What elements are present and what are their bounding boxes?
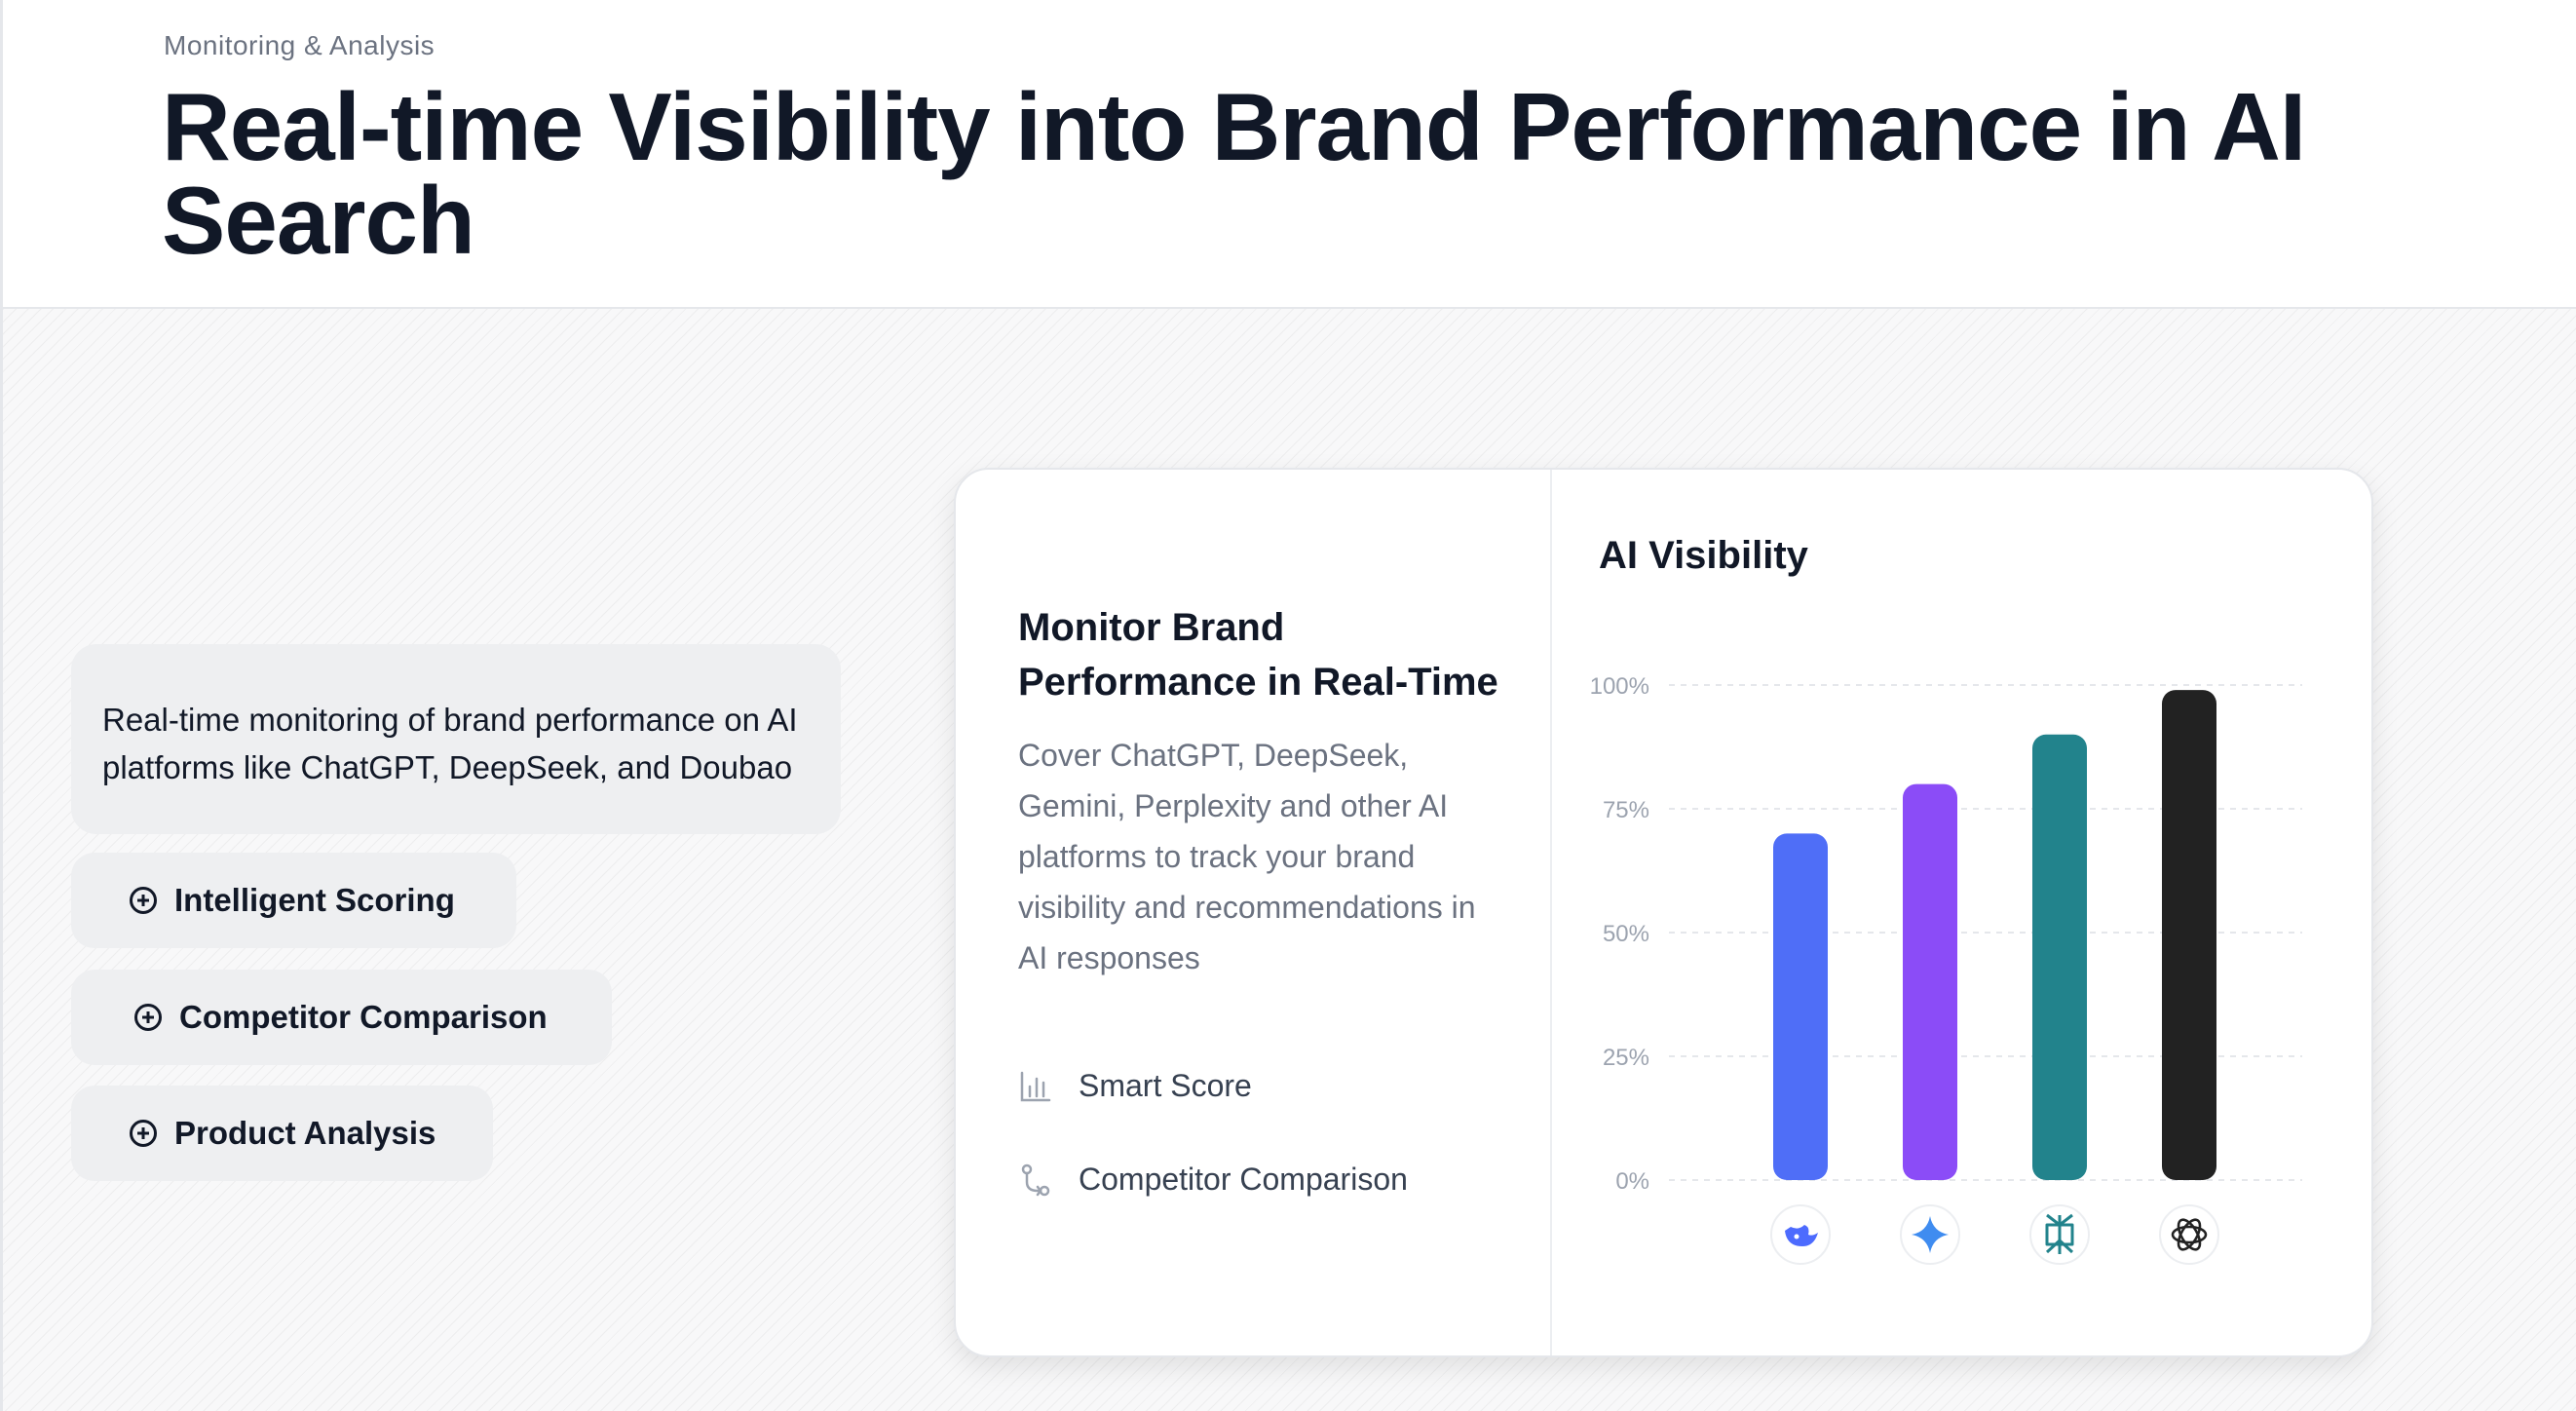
- card-item-label: Competitor Comparison: [1079, 1162, 1408, 1197]
- feature-pill-intelligent-scoring[interactable]: Intelligent Scoring: [71, 853, 516, 948]
- card-title: Monitor Brand Performance in Real-Time: [1018, 606, 1498, 704]
- card-item-label: Smart Score: [1079, 1068, 1252, 1103]
- y-tick-label: 0%: [1615, 1168, 1649, 1195]
- feature-pill-product-analysis[interactable]: Product Analysis: [71, 1086, 493, 1181]
- card-item-competitor-comparison: Competitor Comparison: [1018, 1162, 1408, 1198]
- y-tick-label: 25%: [1603, 1045, 1649, 1071]
- page-title: Real-time Visibility into Brand Performa…: [162, 73, 2306, 274]
- page-header: Monitoring & Analysis Real-time Visibili…: [0, 0, 2576, 309]
- chart-title: AI Visibility: [1599, 534, 1808, 577]
- bar-chart-icon: [1020, 1071, 1051, 1101]
- bar-gemini: [1903, 783, 1957, 1180]
- y-tick-label: 50%: [1603, 921, 1649, 947]
- compare-icon: [1021, 1163, 1050, 1196]
- plus-circle-icon: [130, 887, 157, 914]
- feature-description: Real-time monitoring of brand performanc…: [71, 644, 841, 834]
- bar-chatgpt: [2162, 690, 2216, 1180]
- card-divider: [1550, 470, 1552, 1355]
- feature-pill-label: Competitor Comparison: [179, 999, 548, 1035]
- perplexity-logo-icon: [2029, 1204, 2090, 1265]
- feature-pill-label: Product Analysis: [174, 1115, 436, 1151]
- bar-perplexity: [2032, 734, 2087, 1180]
- y-tick-label: 100%: [1590, 673, 1649, 700]
- card-body: Cover ChatGPT, DeepSeek, Gemini, Perplex…: [1018, 738, 1476, 975]
- plus-circle-icon: [130, 1120, 157, 1147]
- gemini-logo-icon: [1900, 1204, 1960, 1265]
- bar-deepseek: [1773, 833, 1828, 1180]
- ai-visibility-chart: 0% 25% 50% 75% 100%: [1590, 673, 2302, 1265]
- feature-stage: Real-time monitoring of brand performanc…: [0, 309, 2576, 1411]
- feature-pill-competitor-comparison[interactable]: Competitor Comparison: [71, 970, 612, 1065]
- card-item-smart-score: Smart Score: [1018, 1068, 1252, 1104]
- feature-card: Monitor Brand Performance in Real-Time C…: [954, 468, 2373, 1357]
- section-eyebrow: Monitoring & Analysis: [164, 30, 436, 60]
- feature-pill-label: Intelligent Scoring: [174, 882, 455, 918]
- plus-circle-icon: [134, 1004, 162, 1031]
- chatgpt-logo-icon: [2159, 1204, 2219, 1265]
- y-tick-label: 75%: [1603, 797, 1649, 823]
- deepseek-logo-icon: [1770, 1204, 1831, 1265]
